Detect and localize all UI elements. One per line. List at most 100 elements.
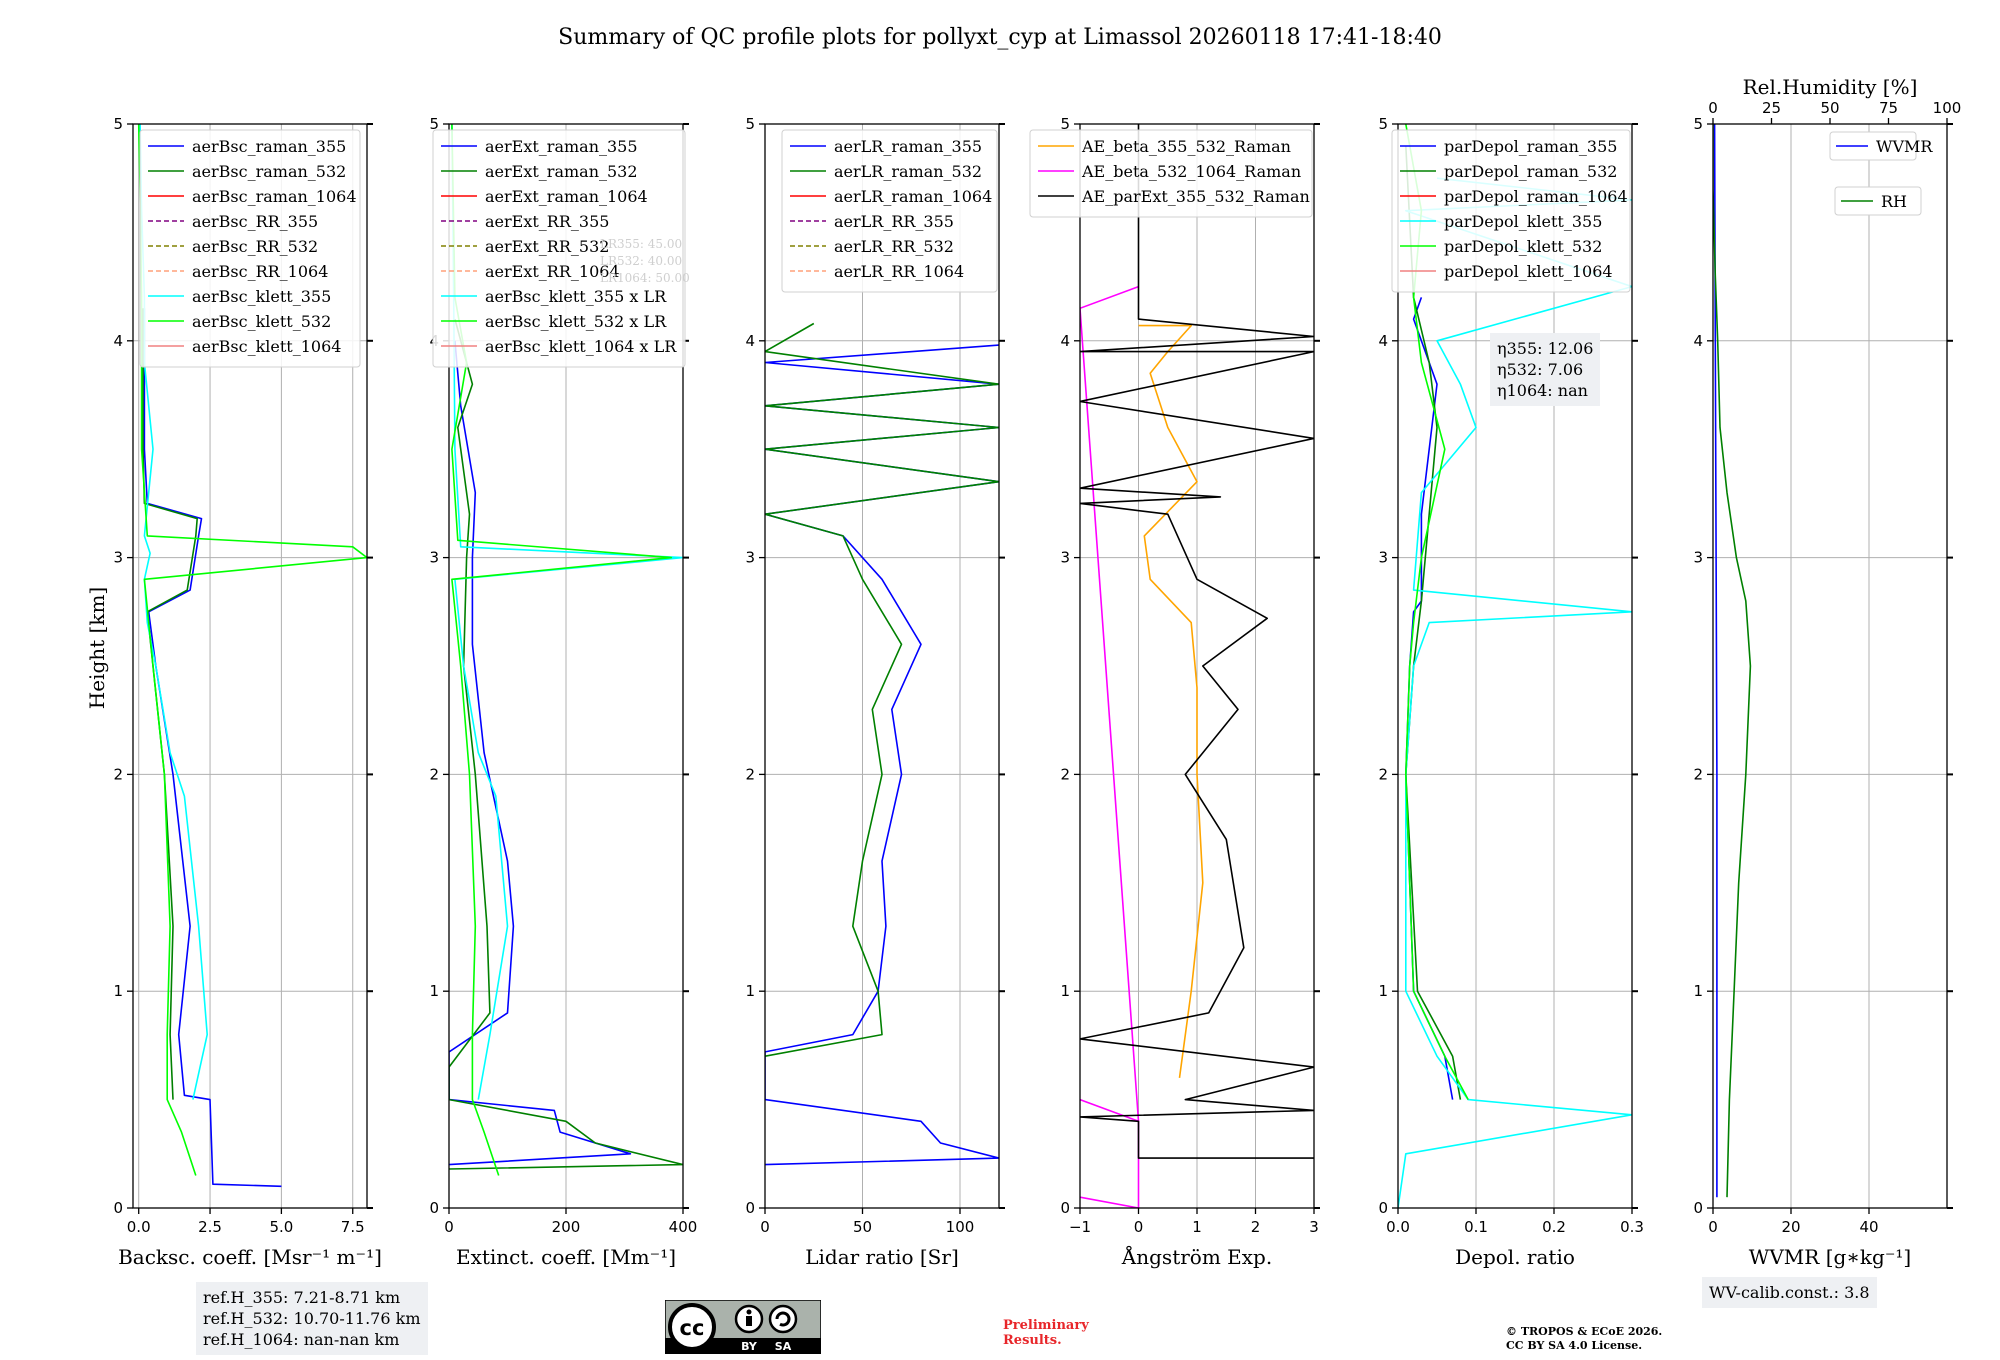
series-group — [765, 322, 999, 1166]
legend-label: aerBsc_klett_355 x LR — [485, 287, 667, 306]
y-tick-label: 0 — [1693, 1199, 1703, 1217]
by-label: BY — [741, 1340, 758, 1353]
series-group — [1713, 124, 1752, 1198]
x2-tick-label: 25 — [1762, 99, 1781, 117]
legend-label: aerBsc_RR_1064 — [192, 262, 328, 281]
legend-label: aerBsc_klett_532 x LR — [485, 312, 667, 331]
legend-label: aerLR_raman_355 — [834, 137, 982, 156]
x-tick-label: 2.5 — [198, 1218, 222, 1236]
y-tick-label: 3 — [745, 549, 755, 567]
eta-box: η355: 12.06 η532: 7.06 η1064: nan — [1490, 333, 1601, 406]
eta-355: η355: 12.06 — [1497, 339, 1594, 358]
x2-tick-label: 100 — [1933, 99, 1962, 117]
series-line-parDepol_raman_532 — [1405, 145, 1462, 1100]
y-tick-label: 1 — [113, 982, 123, 1000]
series-line-aerLR_raman_355 — [765, 344, 999, 1166]
legend-box — [432, 129, 686, 368]
legend-label: parDepol_klett_355 — [1444, 212, 1602, 231]
x2-tick-label: 50 — [1820, 99, 1839, 117]
legend-label: aerBsc_raman_1064 — [192, 187, 357, 206]
legend-label: parDepol_raman_532 — [1444, 162, 1617, 181]
legend-label: parDepol_raman_355 — [1444, 137, 1617, 156]
y-tick-label: 4 — [1378, 332, 1388, 350]
legend-label: aerBsc_raman_532 — [192, 162, 346, 181]
y-tick-label: 3 — [1693, 549, 1703, 567]
legend-box — [1029, 129, 1313, 218]
preliminary-line-2: Results. — [1003, 1333, 1062, 1348]
series-line-aerBsc_klett_532 x LR — [451, 124, 673, 1176]
y-tick-label: 1 — [429, 982, 439, 1000]
plot-frame — [764, 123, 1000, 1209]
y-tick-label: 0 — [1378, 1199, 1388, 1217]
legend-label: aerLR_raman_532 — [834, 162, 982, 181]
cc-logo-text: cc — [680, 1316, 705, 1340]
y-tick-label: 4 — [1693, 332, 1703, 350]
series-line-RH — [1713, 124, 1752, 1198]
x-tick-label: 0.0 — [127, 1218, 151, 1236]
lr-1064: LR1064: 50.00 — [600, 271, 690, 285]
x-tick-label: 400 — [669, 1218, 698, 1236]
series-line-AE_parExt_355_532_Raman — [1080, 124, 1314, 1159]
legend-label: aerBsc_klett_355 — [192, 287, 331, 306]
legend-label: RH — [1881, 192, 1907, 211]
sa-label: SA — [775, 1340, 792, 1353]
preliminary-note: Preliminary Results. — [1003, 1318, 1089, 1348]
series-line-aerLR_raman_532 — [765, 322, 999, 1057]
legend-label: aerLR_RR_1064 — [834, 262, 964, 281]
plot-frame — [1397, 123, 1633, 1209]
x-tick-label: 3 — [1309, 1218, 1319, 1236]
y-tick-label: 3 — [113, 549, 123, 567]
y-tick-label: 5 — [745, 115, 755, 133]
wv-calib-constant: WV-calib.const.: 3.8 — [1709, 1283, 1870, 1302]
y-tick-label: 0 — [1060, 1199, 1070, 1217]
legend-label: aerBsc_klett_1064 — [192, 337, 341, 356]
legend-label: aerLR_RR_355 — [834, 212, 954, 231]
series-line-aerBsc_raman_355 — [143, 308, 282, 1188]
chart-panel-5: 0.0 0.1 0.2 0.3 0 1 2 3 4 5 Depol. ratio parDepol_r… — [1378, 115, 1643, 1269]
x-tick-label: 0 — [760, 1218, 770, 1236]
x-axis-label: WVMR [g∗kg⁻¹] — [1749, 1245, 1911, 1269]
wv-calibration-box: WV-calib.const.: 3.8 — [1702, 1277, 1877, 1308]
x-axis-label: Ångström Exp. — [1121, 1244, 1272, 1269]
x-tick-label: 0.0 — [1386, 1218, 1410, 1236]
x-tick-label: 40 — [1859, 1218, 1878, 1236]
y-tick-label: 2 — [113, 765, 123, 783]
x-tick-label: 20 — [1781, 1218, 1800, 1236]
chart-panel-2: 0200400012345Extinct. coeff. [Mm⁻¹]aerEx… — [429, 115, 697, 1269]
y-tick-label: 2 — [745, 765, 755, 783]
legend-label: aerLR_raman_1064 — [834, 187, 992, 206]
legend-label: aerExt_raman_355 — [485, 137, 638, 156]
x-tick-label: 2 — [1251, 1218, 1261, 1236]
x-tick-label: 1 — [1192, 1218, 1202, 1236]
x2-tick-label: 0 — [1708, 99, 1718, 117]
y-tick-label: 3 — [1378, 549, 1388, 567]
x-tick-label: 0 — [444, 1218, 454, 1236]
y-tick-label: 5 — [1378, 115, 1388, 133]
legend-box — [1829, 131, 1917, 161]
chart-panel-3: 0 50 100 0 1 2 3 4 5 Lidar ratio [Sr] aerLR_raman_… — [745, 115, 1005, 1269]
y-tick-label: 0 — [745, 1199, 755, 1217]
x2-axis-label: Rel.Humidity [%] — [1743, 75, 1918, 99]
y-tick-label: 1 — [1378, 982, 1388, 1000]
y-tick-label: 5 — [113, 115, 123, 133]
x-axis-label: Extinct. coeff. [Mm⁻¹] — [456, 1245, 676, 1269]
x-tick-label: 5.0 — [269, 1218, 293, 1236]
y-tick-label: 5 — [429, 115, 439, 133]
legend-label: aerLR_RR_532 — [834, 237, 954, 256]
lr-532: LR532: 40.00 — [600, 254, 683, 268]
copyright-note: © TROPOS & ECoE 2026. CC BY SA 4.0 Licen… — [1506, 1325, 1662, 1353]
y-tick-label: 4 — [745, 332, 755, 350]
sa-share-icon — [775, 1311, 791, 1327]
y-tick-label: 3 — [1060, 549, 1070, 567]
ref-height-1064: ref.H_1064: nan-nan km — [203, 1330, 400, 1349]
x-tick-label: 0.2 — [1542, 1218, 1566, 1236]
ref-height-532: ref.H_532: 10.70-11.76 km — [203, 1309, 421, 1328]
series-group — [449, 124, 683, 1176]
lr-watermark: LR355: 45.00 LR532: 40.00 LR1064: 50.00 — [600, 236, 690, 287]
legend-label: AE_parExt_355_532_Raman — [1081, 187, 1310, 206]
legend-label: AE_beta_355_532_Raman — [1081, 137, 1291, 156]
y-tick-label: 0 — [429, 1199, 439, 1217]
y-tick-label: 2 — [1693, 765, 1703, 783]
legend-label: aerExt_RR_532 — [485, 237, 609, 256]
preliminary-line-1: Preliminary — [1003, 1318, 1089, 1333]
